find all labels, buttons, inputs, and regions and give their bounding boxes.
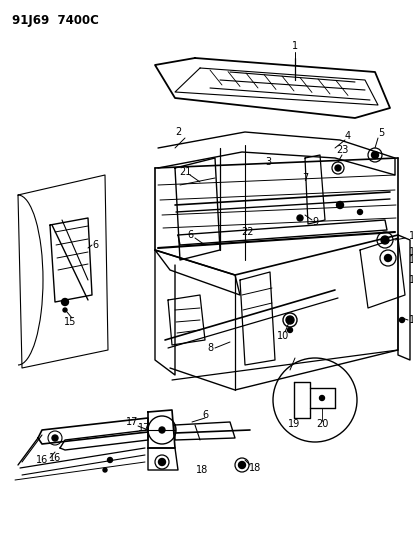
Text: 15: 15 bbox=[64, 317, 76, 327]
Circle shape bbox=[370, 151, 377, 158]
Text: 6: 6 bbox=[202, 410, 208, 420]
Text: 16: 16 bbox=[36, 455, 48, 465]
Text: 18: 18 bbox=[195, 465, 208, 475]
Text: 13: 13 bbox=[408, 275, 413, 285]
Circle shape bbox=[238, 462, 245, 469]
Text: 21: 21 bbox=[178, 167, 191, 177]
Text: 5: 5 bbox=[377, 128, 383, 138]
Circle shape bbox=[399, 318, 404, 322]
Circle shape bbox=[384, 254, 391, 262]
Circle shape bbox=[52, 435, 58, 441]
Circle shape bbox=[285, 316, 293, 324]
Circle shape bbox=[63, 308, 67, 312]
Circle shape bbox=[336, 201, 343, 208]
Text: 4: 4 bbox=[344, 131, 350, 141]
Circle shape bbox=[158, 458, 165, 465]
Text: 8: 8 bbox=[206, 343, 213, 353]
Circle shape bbox=[380, 236, 388, 244]
Text: 7: 7 bbox=[301, 173, 307, 183]
Circle shape bbox=[159, 427, 165, 433]
Text: 20: 20 bbox=[315, 419, 328, 429]
Text: 22: 22 bbox=[241, 227, 254, 237]
Text: 17: 17 bbox=[126, 417, 138, 427]
Text: 10: 10 bbox=[276, 331, 288, 341]
Text: 12: 12 bbox=[408, 255, 413, 265]
Circle shape bbox=[334, 165, 340, 171]
Text: 11: 11 bbox=[408, 247, 413, 257]
Circle shape bbox=[357, 209, 362, 214]
Text: 16: 16 bbox=[49, 453, 61, 463]
Circle shape bbox=[296, 215, 302, 221]
Text: 6: 6 bbox=[187, 230, 192, 240]
Circle shape bbox=[103, 468, 107, 472]
Text: 9: 9 bbox=[311, 217, 317, 227]
Text: 17: 17 bbox=[138, 423, 150, 433]
Text: 19: 19 bbox=[287, 419, 299, 429]
Text: 1: 1 bbox=[291, 41, 297, 51]
Text: 2: 2 bbox=[174, 127, 181, 137]
Text: 3: 3 bbox=[264, 157, 271, 167]
Text: 10: 10 bbox=[408, 231, 413, 241]
Circle shape bbox=[107, 457, 112, 463]
Circle shape bbox=[319, 395, 324, 400]
Text: 23: 23 bbox=[335, 145, 347, 155]
Circle shape bbox=[62, 298, 68, 305]
Text: 6: 6 bbox=[92, 240, 98, 250]
Circle shape bbox=[287, 327, 292, 333]
Text: 14: 14 bbox=[408, 315, 413, 325]
Text: 18: 18 bbox=[248, 463, 261, 473]
Text: 91J69  7400C: 91J69 7400C bbox=[12, 14, 99, 27]
